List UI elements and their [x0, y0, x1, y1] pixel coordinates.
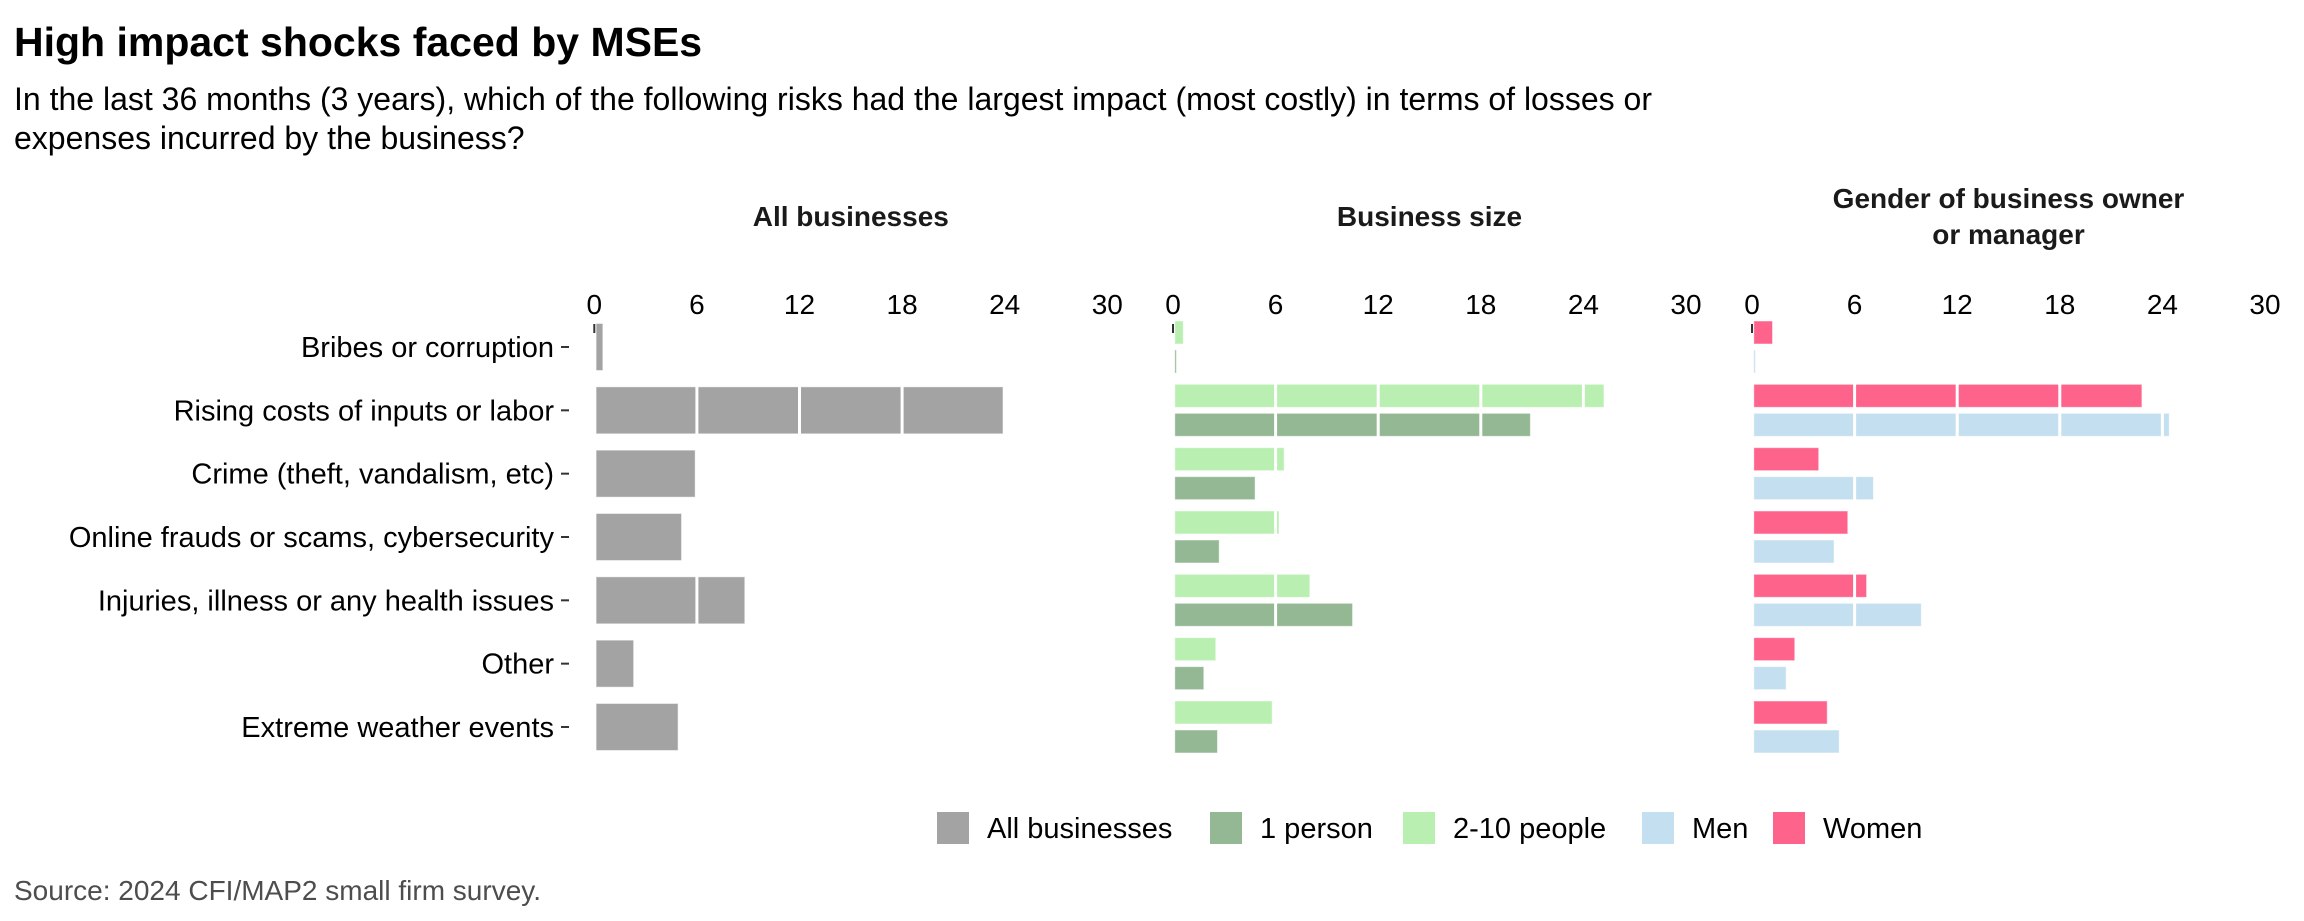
gridlines — [1274, 317, 1688, 757]
legend-item-men: Men — [1642, 812, 1748, 845]
bar-all-businesses-online-frauds-or-scams-cybersecurity — [595, 512, 683, 561]
chart-subtitle-line-1: In the last 36 months (3 years), which o… — [14, 81, 1652, 117]
panel-title: All businesses — [753, 201, 949, 232]
x-tick-label: 24 — [2147, 289, 2178, 320]
bar-men-bribes-or-corruption — [1753, 349, 1756, 374]
legend-label: 2-10 people — [1453, 813, 1606, 845]
panels: All businesses 0 6 12 18 24 30 Business size 0 6 1… — [587, 183, 2281, 757]
x-tick-label: 12 — [1942, 289, 1973, 320]
bar-women-bribes-or-corruption — [1753, 320, 1774, 345]
legend-item-all-businesses: All businesses — [937, 812, 1172, 845]
bar-all-businesses-injuries-illness-or-any-health-issues — [595, 576, 746, 625]
bar-all-businesses-extreme-weather-events — [595, 702, 679, 751]
legend-swatch — [1210, 812, 1242, 844]
bar-2-10-people-extreme-weather-events — [1174, 700, 1273, 725]
category-label-rising-costs-of-inputs-or-labor: Rising costs of inputs or labor — [174, 395, 555, 427]
legend-label: 1 person — [1260, 813, 1373, 845]
bar-men-injuries-illness-or-any-health-issues — [1753, 602, 1922, 627]
bar-men-crime-theft-vandalism-etc — [1753, 476, 1874, 501]
bar-women-online-frauds-or-scams-cybersecurity — [1753, 510, 1849, 535]
chart-subtitle-line-2: expenses incurred by the business? — [14, 120, 525, 156]
legend: All businesses 1 person 2-10 people Men Wome… — [937, 812, 1922, 845]
panel-title: Gender of business owner — [1833, 183, 2185, 214]
legend-item-women: Women — [1773, 812, 1922, 845]
source-note: Source: 2024 CFI/MAP2 small firm survey. — [14, 875, 541, 906]
bar-1-person-bribes-or-corruption — [1174, 349, 1177, 374]
gridlines — [695, 317, 1109, 757]
category-label-online-frauds-or-scams-cybersecurity: Online frauds or scams, cybersecurity — [69, 522, 555, 554]
x-tick-label: 30 — [1670, 289, 1701, 320]
bar-1-person-injuries-illness-or-any-health-issues — [1174, 602, 1354, 627]
chart-title: High impact shocks faced by MSEs — [14, 19, 702, 65]
x-tick-label: 24 — [1568, 289, 1599, 320]
bar-women-rising-costs-of-inputs-or-labor — [1753, 383, 2143, 408]
bar-1-person-crime-theft-vandalism-etc — [1174, 476, 1256, 501]
panel-business-size: Business size 0 6 12 18 24 30 — [1165, 201, 1702, 757]
x-tick-label: 18 — [1465, 289, 1496, 320]
x-tick-label: 12 — [784, 289, 815, 320]
bar-all-businesses-bribes-or-corruption — [595, 323, 604, 371]
legend-item-2-10-people: 2-10 people — [1403, 812, 1606, 845]
bar-women-extreme-weather-events — [1753, 700, 1828, 725]
legend-label: Men — [1692, 813, 1748, 845]
category-label-extreme-weather-events: Extreme weather events — [241, 712, 554, 744]
bar-2-10-people-other — [1174, 637, 1217, 662]
x-tick-label: 18 — [2044, 289, 2075, 320]
legend-swatch — [1773, 812, 1805, 844]
category-label-injuries-illness-or-any-health-issues: Injuries, illness or any health issues — [98, 585, 554, 617]
legend-swatch — [937, 812, 969, 844]
bar-1-person-other — [1174, 666, 1205, 691]
bar-men-online-frauds-or-scams-cybersecurity — [1753, 539, 1835, 564]
bar-2-10-people-crime-theft-vandalism-etc — [1174, 447, 1285, 472]
x-tick-label: 30 — [2249, 289, 2280, 320]
gridlines — [1853, 317, 2267, 757]
x-tick-label: 0 — [1744, 289, 1760, 320]
x-tick-label: 24 — [989, 289, 1020, 320]
bar-women-other — [1753, 637, 1796, 662]
category-axis: Bribes or corruption Rising costs of inpu… — [69, 332, 569, 744]
panel-title: Business size — [1337, 201, 1522, 232]
bar-men-other — [1753, 666, 1787, 691]
bars — [1174, 320, 1605, 754]
x-tick-label: 30 — [1092, 289, 1123, 320]
bar-women-crime-theft-vandalism-etc — [1753, 447, 1820, 472]
category-label-crime-theft-vandalism-etc: Crime (theft, vandalism, etc) — [191, 459, 554, 491]
panel-title: or manager — [1932, 219, 2085, 250]
category-label-other: Other — [481, 649, 554, 681]
bars — [1753, 320, 2170, 754]
bar-men-rising-costs-of-inputs-or-labor — [1753, 412, 2170, 437]
bar-all-businesses-other — [595, 639, 635, 688]
bar-1-person-online-frauds-or-scams-cybersecurity — [1174, 539, 1220, 564]
bar-2-10-people-injuries-illness-or-any-health-issues — [1174, 573, 1311, 598]
panel-gender-of-business-owner-or-manager: Gender of business owner or manager 0 6 12 18… — [1744, 183, 2281, 757]
bar-men-extreme-weather-events — [1753, 729, 1840, 754]
category-label-bribes-or-corruption: Bribes or corruption — [301, 332, 554, 364]
legend-label: All businesses — [987, 813, 1172, 845]
x-tick-label: 12 — [1363, 289, 1394, 320]
panel-all-businesses: All businesses 0 6 12 18 24 30 — [587, 201, 1123, 757]
x-tick-label: 0 — [1165, 289, 1181, 320]
bar-2-10-people-rising-costs-of-inputs-or-labor — [1174, 383, 1605, 408]
bar-all-businesses-crime-theft-vandalism-etc — [595, 449, 696, 498]
bar-2-10-people-online-frauds-or-scams-cybersecurity — [1174, 510, 1280, 535]
x-tick-label: 6 — [1847, 289, 1863, 320]
x-tick-label: 18 — [887, 289, 918, 320]
x-tick-label: 6 — [1268, 289, 1284, 320]
legend-label: Women — [1823, 813, 1922, 845]
legend-swatch — [1403, 812, 1435, 844]
x-tick-label: 0 — [587, 289, 603, 320]
bar-1-person-rising-costs-of-inputs-or-labor — [1174, 412, 1531, 437]
bar-women-injuries-illness-or-any-health-issues — [1753, 573, 1868, 598]
bar-2-10-people-bribes-or-corruption — [1174, 320, 1184, 345]
x-tick-label: 6 — [689, 289, 705, 320]
legend-item-1-person: 1 person — [1210, 812, 1373, 845]
legend-swatch — [1642, 812, 1674, 844]
bar-1-person-extreme-weather-events — [1174, 729, 1218, 754]
